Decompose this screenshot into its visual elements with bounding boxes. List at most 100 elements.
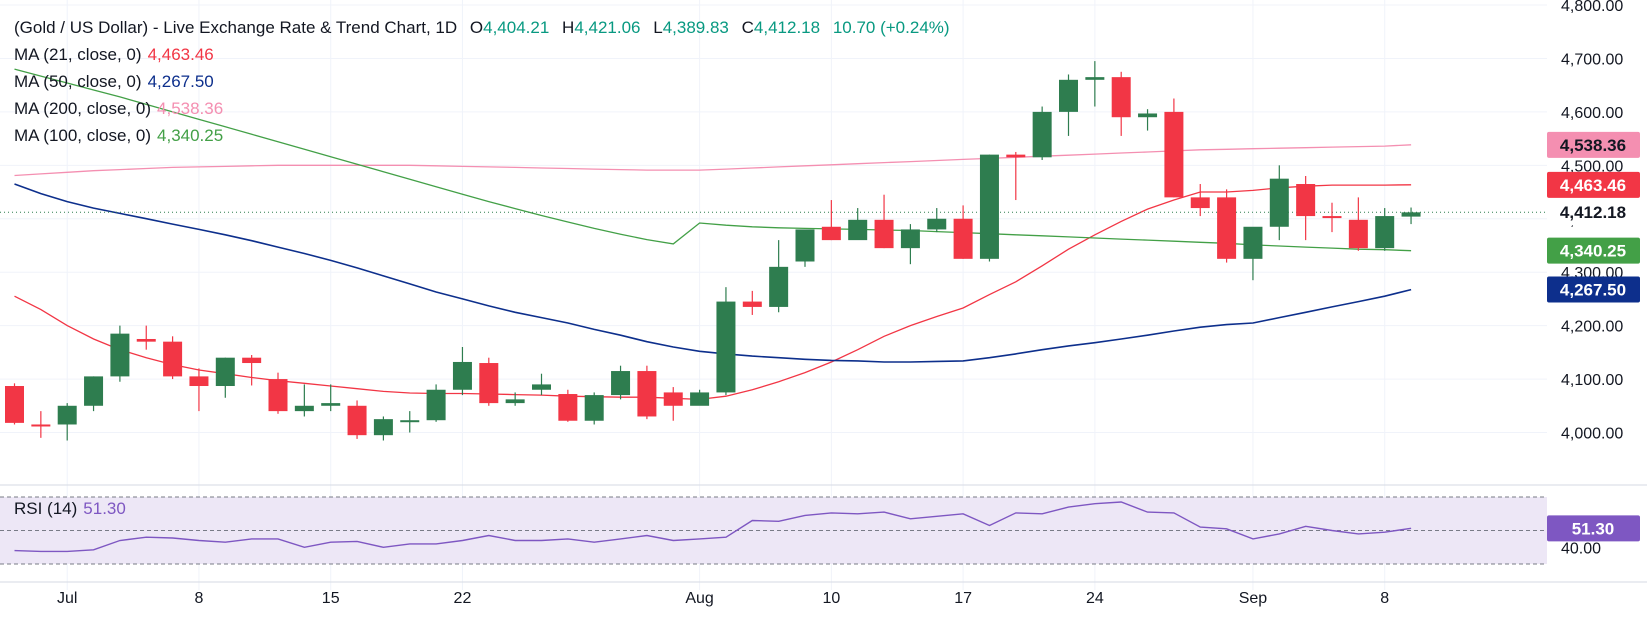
time-tick-label: 15 bbox=[322, 590, 340, 607]
change-value: 10.70 (+0.24%) bbox=[832, 18, 950, 37]
candle-body bbox=[479, 363, 499, 404]
indicator-label: MA (21, close, 0) bbox=[14, 45, 142, 64]
candle bbox=[57, 403, 77, 441]
candle bbox=[1006, 151, 1026, 201]
indicator-ma21[interactable]: MA (21, close, 0) 4,463.46 bbox=[14, 41, 958, 68]
indicator-value: 4,463.46 bbox=[147, 45, 214, 64]
close-key: C bbox=[741, 18, 754, 37]
candle bbox=[242, 355, 262, 386]
candle-body bbox=[769, 266, 789, 307]
candle bbox=[321, 384, 341, 412]
chart-legend: (Gold / US Dollar) - Live Exchange Rate … bbox=[14, 14, 958, 149]
low-value: 4,389.83 bbox=[662, 18, 729, 37]
price-tag-label: 4,412.18 bbox=[1560, 203, 1626, 222]
candle-body bbox=[1375, 216, 1395, 249]
candle bbox=[1296, 176, 1316, 241]
candle bbox=[1032, 106, 1052, 160]
symbol-row[interactable]: (Gold / US Dollar) - Live Exchange Rate … bbox=[14, 14, 958, 41]
price-tick-label: 4,600.00 bbox=[1561, 105, 1623, 122]
price-tag-bg bbox=[1547, 199, 1640, 226]
indicator-ma200[interactable]: MA (200, close, 0) 4,538.36 bbox=[14, 95, 958, 122]
candle-body bbox=[1243, 226, 1263, 259]
candle bbox=[611, 365, 631, 400]
candle-body bbox=[347, 405, 367, 436]
candle bbox=[1243, 226, 1263, 281]
candle bbox=[163, 336, 183, 380]
price-tag: 4,267.50 bbox=[1547, 276, 1640, 303]
rsi-legend[interactable]: RSI (14) 51.30 bbox=[14, 499, 126, 519]
low-key: L bbox=[653, 18, 663, 37]
ma-line-2 bbox=[14, 144, 1412, 177]
candle-body bbox=[663, 392, 683, 406]
candle-body bbox=[1190, 197, 1210, 209]
price-tag-bg bbox=[1547, 131, 1640, 158]
candle bbox=[136, 325, 156, 350]
candles[interactable] bbox=[5, 61, 1421, 441]
rsi-line bbox=[14, 501, 1412, 553]
candle-body bbox=[84, 376, 104, 406]
candle-body bbox=[505, 399, 525, 404]
candle bbox=[5, 383, 24, 425]
time-tick-label: Jul bbox=[57, 590, 77, 607]
moving-averages bbox=[0, 68, 1547, 401]
candle bbox=[979, 154, 999, 262]
price-tag-bg bbox=[1547, 237, 1640, 264]
ma-line-1 bbox=[14, 183, 1412, 363]
candle bbox=[215, 357, 235, 398]
rsi-tag: 51.30 bbox=[1547, 515, 1640, 542]
high-value: 4,421.06 bbox=[574, 18, 641, 37]
candle bbox=[400, 411, 420, 433]
price-tick-label: 4,700.00 bbox=[1561, 51, 1623, 68]
candle-body bbox=[294, 405, 314, 412]
time-tick-label: 8 bbox=[1380, 590, 1389, 607]
candle-body bbox=[848, 219, 868, 241]
candle bbox=[1138, 109, 1158, 131]
candle-body bbox=[1217, 197, 1237, 259]
rsi-value: 51.30 bbox=[83, 499, 126, 518]
candle-body bbox=[900, 229, 920, 249]
candle bbox=[294, 384, 314, 417]
candle bbox=[505, 392, 525, 406]
candle bbox=[426, 384, 446, 422]
candle bbox=[769, 240, 789, 313]
candle-body bbox=[795, 229, 815, 262]
symbol-title[interactable]: (Gold / US Dollar) - Live Exchange Rate … bbox=[14, 18, 458, 37]
candle bbox=[953, 205, 973, 259]
indicator-ma100[interactable]: MA (100, close, 0) 4,340.25 bbox=[14, 122, 958, 149]
candle-body bbox=[400, 420, 420, 423]
candle bbox=[1217, 189, 1237, 263]
open-key: O bbox=[469, 18, 484, 37]
candle-body bbox=[426, 389, 446, 421]
candle-body bbox=[953, 218, 973, 259]
candle bbox=[189, 368, 209, 412]
candle-body bbox=[690, 392, 710, 406]
candle-body bbox=[31, 424, 51, 427]
candle bbox=[1085, 61, 1105, 107]
price-tag: 4,340.25 bbox=[1547, 237, 1640, 264]
candle bbox=[1269, 165, 1289, 241]
ma-line-0 bbox=[14, 184, 1412, 401]
candle bbox=[900, 224, 920, 265]
candle-body bbox=[1348, 219, 1368, 249]
candle-body bbox=[1322, 216, 1342, 219]
candle-body bbox=[452, 361, 472, 390]
candle-body bbox=[1032, 111, 1052, 158]
candle-body bbox=[716, 301, 736, 393]
price-tags: 4,538.36 4,463.46 4,412.18 4,340.25 4,267.50… bbox=[1547, 131, 1640, 542]
candle bbox=[584, 392, 604, 425]
indicator-ma50[interactable]: MA (50, close, 0) 4,267.50 bbox=[14, 68, 958, 95]
open-value: 4,404.21 bbox=[483, 18, 550, 37]
candle-body bbox=[1059, 79, 1078, 112]
time-tick-label: Aug bbox=[685, 590, 713, 607]
indicator-value: 4,340.25 bbox=[157, 126, 224, 145]
time-axis[interactable]: Jul 8 15 22 Aug 10 17 24 Sep 8 bbox=[57, 590, 1389, 607]
price-tick-label: 4,000.00 bbox=[1561, 426, 1623, 443]
candle bbox=[663, 387, 683, 421]
candle bbox=[347, 400, 367, 439]
candle-body bbox=[979, 154, 999, 259]
candle bbox=[637, 365, 657, 420]
candle bbox=[1322, 202, 1342, 233]
candle bbox=[795, 229, 815, 267]
candle-body bbox=[1085, 77, 1105, 80]
